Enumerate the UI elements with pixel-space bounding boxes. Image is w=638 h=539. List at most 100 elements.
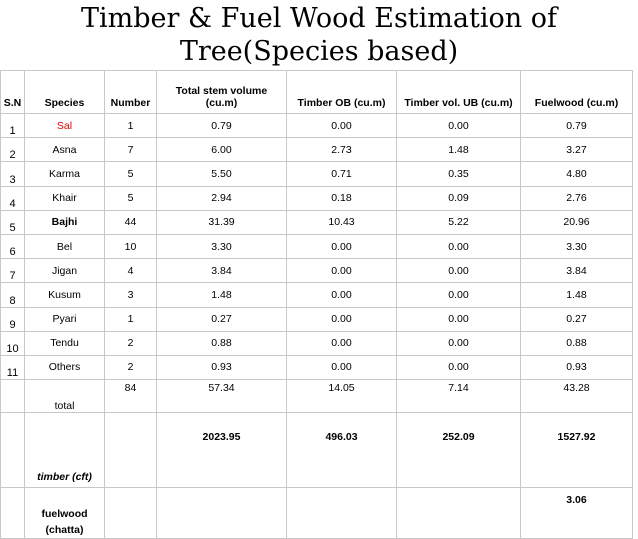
table-row: 3 Karma 5 5.50 0.71 0.35 4.80 [0, 161, 633, 187]
cell-volume: 3.84 [156, 258, 287, 284]
cell-sn: 4 [0, 185, 25, 211]
cell-volume: 0.93 [156, 354, 287, 381]
cell-number: 4 [104, 258, 157, 284]
table-row: 11 Others 2 0.93 0.00 0.00 0.93 [0, 354, 633, 381]
cell-species: Tendu [24, 330, 105, 356]
cell-species: Khair [24, 185, 105, 211]
cell-fuelwood: 3.27 [520, 137, 633, 163]
table-row: 5 Bajhi 44 31.39 10.43 5.22 20.96 [0, 209, 633, 235]
total-fuelwood: 43.28 [520, 379, 633, 414]
timber-cft-timber-ob: 496.03 [286, 412, 397, 489]
cell-volume: 5.50 [156, 161, 287, 187]
cell-volume-empty [156, 487, 287, 539]
cell-species: Sal [24, 112, 105, 139]
header-row: S.N Species Number Total stem volume (cu… [0, 70, 633, 114]
table-row: 7 Jigan 4 3.84 0.00 0.00 3.84 [0, 258, 633, 284]
fuelwood-chatta-row: fuelwood (chatta) 3.06 [0, 487, 633, 539]
cell-volume: 6.00 [156, 137, 287, 163]
cell-species: Pyari [24, 306, 105, 332]
cell-sn: 5 [0, 209, 25, 235]
header-timber-ub: Timber vol. UB (cu.m) [396, 70, 521, 114]
cell-timber-ob: 0.00 [286, 282, 397, 308]
cell-number: 1 [104, 112, 157, 139]
cell-timber-ub: 1.48 [396, 137, 521, 163]
table-row: 6 Bel 10 3.30 0.00 0.00 3.30 [0, 233, 633, 260]
cell-number: 2 [104, 354, 157, 381]
timber-cft-volume: 2023.95 [156, 412, 287, 489]
cell-sn: 1 [0, 112, 25, 139]
cell-timber-ob: 2.73 [286, 137, 397, 163]
cell-fuelwood: 3.30 [520, 233, 633, 260]
cell-timber-ob: 0.00 [286, 233, 397, 260]
header-total-stem-volume: Total stem volume (cu.m) [156, 70, 287, 114]
cell-species: Kusum [24, 282, 105, 308]
cell-timber-ob: 0.00 [286, 306, 397, 332]
cell-fuelwood: 0.79 [520, 112, 633, 139]
cell-number: 5 [104, 185, 157, 211]
cell-volume: 31.39 [156, 209, 287, 235]
cell-timber-ob: 10.43 [286, 209, 397, 235]
timber-cft-timber-ub: 252.09 [396, 412, 521, 489]
cell-timber-ob-empty [286, 487, 397, 539]
cell-fuelwood: 1.48 [520, 282, 633, 308]
cell-sn-empty [0, 379, 25, 414]
cell-volume: 2.94 [156, 185, 287, 211]
cell-number: 44 [104, 209, 157, 235]
total-number: 84 [104, 379, 157, 414]
cell-timber-ub: 0.00 [396, 354, 521, 381]
cell-fuelwood: 4.80 [520, 161, 633, 187]
cell-timber-ub: 0.00 [396, 282, 521, 308]
cell-number: 1 [104, 306, 157, 332]
cell-species: Bajhi [24, 209, 105, 235]
cell-timber-ub: 0.00 [396, 330, 521, 356]
cell-number-empty [104, 412, 157, 489]
cell-number: 5 [104, 161, 157, 187]
table-row: 8 Kusum 3 1.48 0.00 0.00 1.48 [0, 282, 633, 308]
cell-timber-ob: 0.18 [286, 185, 397, 211]
cell-species: Karma [24, 161, 105, 187]
timber-cft-row: timber (cft) 2023.95 496.03 252.09 1527.… [0, 412, 633, 489]
cell-sn-empty [0, 487, 25, 539]
header-sn: S.N [0, 70, 25, 114]
cell-sn: 11 [0, 354, 25, 381]
total-timber-ob: 14.05 [286, 379, 397, 414]
total-volume: 57.34 [156, 379, 287, 414]
fuelwood-chatta-value: 3.06 [520, 487, 633, 539]
cell-number-empty [104, 487, 157, 539]
cell-timber-ob: 0.00 [286, 112, 397, 139]
title-line-2: Tree(Species based) [179, 36, 459, 67]
cell-number: 2 [104, 330, 157, 356]
cell-fuelwood: 0.93 [520, 354, 633, 381]
cell-timber-ub: 0.35 [396, 161, 521, 187]
fuelwood-chatta-label: fuelwood (chatta) [24, 487, 105, 539]
cell-timber-ub: 5.22 [396, 209, 521, 235]
total-row: total 84 57.34 14.05 7.14 43.28 [0, 379, 633, 414]
cell-fuelwood: 20.96 [520, 209, 633, 235]
timber-cft-fuelwood: 1527.92 [520, 412, 633, 489]
cell-volume: 3.30 [156, 233, 287, 260]
cell-sn: 8 [0, 282, 25, 308]
cell-timber-ub: 0.09 [396, 185, 521, 211]
cell-species: Asna [24, 137, 105, 163]
table-row: 1 Sal 1 0.79 0.00 0.00 0.79 [0, 112, 633, 139]
cell-sn: 9 [0, 306, 25, 332]
cell-timber-ob: 0.00 [286, 330, 397, 356]
timber-cft-label: timber (cft) [24, 412, 105, 489]
title-line-1: Timber & Fuel Wood Estimation of [81, 3, 557, 34]
cell-fuelwood: 2.76 [520, 185, 633, 211]
estimation-table: S.N Species Number Total stem volume (cu… [0, 70, 633, 539]
total-label: total [24, 379, 105, 414]
cell-timber-ob: 0.00 [286, 354, 397, 381]
cell-species: Bel [24, 233, 105, 260]
cell-sn: 3 [0, 161, 25, 187]
cell-species: Jigan [24, 258, 105, 284]
cell-number: 10 [104, 233, 157, 260]
header-number: Number [104, 70, 157, 114]
cell-timber-ob: 0.71 [286, 161, 397, 187]
cell-volume: 0.27 [156, 306, 287, 332]
table-row: 9 Pyari 1 0.27 0.00 0.00 0.27 [0, 306, 633, 332]
cell-volume: 1.48 [156, 282, 287, 308]
table-row: 4 Khair 5 2.94 0.18 0.09 2.76 [0, 185, 633, 211]
cell-number: 3 [104, 282, 157, 308]
cell-fuelwood: 0.88 [520, 330, 633, 356]
